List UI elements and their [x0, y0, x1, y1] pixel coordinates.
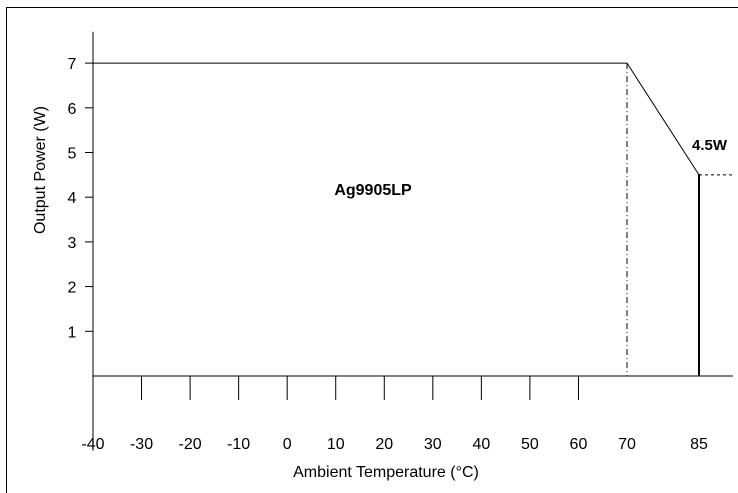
y-tick-label: 6: [68, 101, 77, 118]
x-tick-label: 0: [283, 436, 292, 453]
series-group: [92, 62, 700, 176]
x-tick-label: -20: [179, 436, 202, 453]
x-tick-label: 70: [618, 436, 636, 453]
y-tick-label: 4: [68, 190, 77, 207]
x-axis-title: Ambient Temperature (°C): [293, 464, 479, 481]
x-tick-label: 60: [570, 436, 588, 453]
y-tick-label: 2: [68, 280, 77, 297]
x-tick-label: 50: [521, 436, 539, 453]
reference-lines: [626, 63, 733, 376]
x-tick-label: 20: [375, 436, 393, 453]
y-axis-title: Output Power (W): [32, 106, 49, 234]
x-tick-label: -10: [227, 436, 250, 453]
x-axis-ticks: -40 -30 -20 -10 0 10 20 30 40 50 60 70 85: [81, 376, 708, 453]
y-tick-label: 3: [68, 235, 77, 252]
y-tick-label: 5: [68, 146, 77, 163]
axes: [92, 31, 733, 451]
annotations: 4.5W: [692, 137, 728, 154]
y-tick-label: 1: [68, 324, 77, 341]
x-tick-label: 10: [327, 436, 345, 453]
x-tick-label: -30: [130, 436, 153, 453]
x-tick-label: 30: [424, 436, 442, 453]
y-axis-ticks: 1 2 3 4 5 6 7: [68, 56, 93, 341]
x-tick-label: 85: [690, 436, 708, 453]
x-tick-label: 40: [472, 436, 490, 453]
series-label: Ag9905LP: [334, 182, 412, 199]
chart-frame: [6, 7, 738, 493]
y-tick-label: 7: [68, 56, 77, 73]
annotation-label: 4.5W: [692, 137, 728, 154]
x-tick-label: -40: [81, 436, 104, 453]
series-line: [93, 62, 700, 176]
